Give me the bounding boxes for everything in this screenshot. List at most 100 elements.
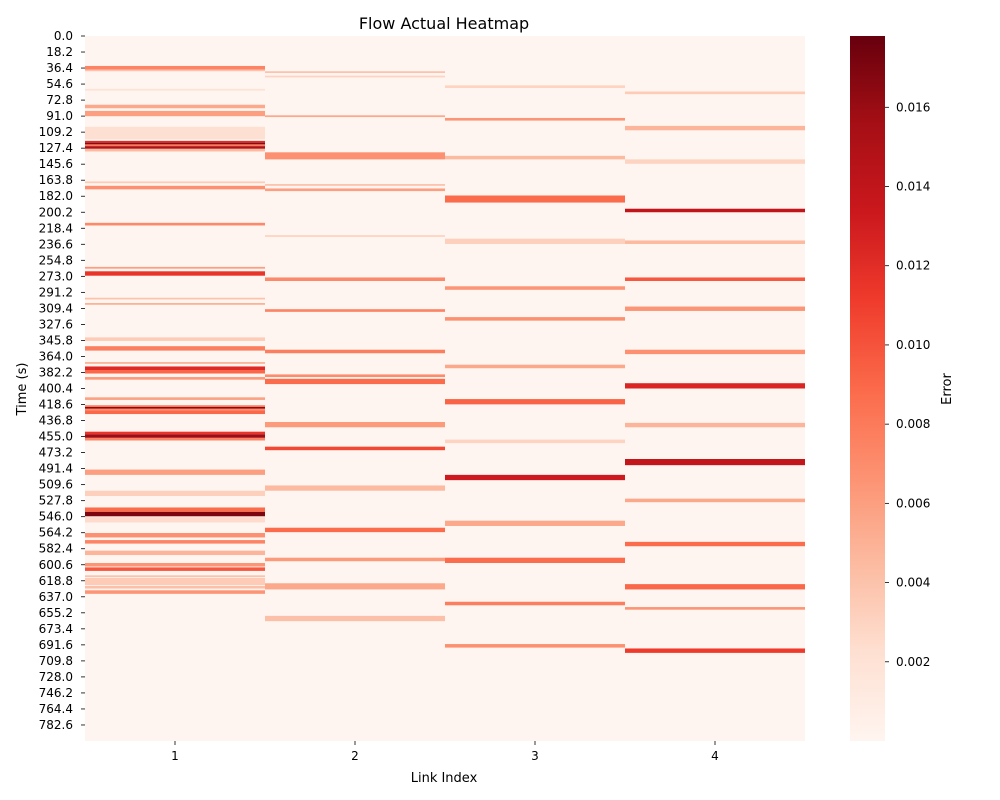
heatmap-cell <box>85 185 265 190</box>
heatmap-cell <box>265 557 445 562</box>
y-tick-label: 382.2 <box>39 365 73 379</box>
heatmap-cell <box>625 607 805 610</box>
colorbar-tick-label: 0.014 <box>896 180 930 194</box>
heatmap-cell <box>625 240 805 244</box>
heatmap-cell <box>265 583 445 590</box>
y-axis: 0.0 18.2 36.4 54.6 72.8 91.0 109.2 127.4 145.6 16… <box>39 29 85 732</box>
heatmap-cell <box>265 188 445 192</box>
heatmap-cell <box>265 309 445 312</box>
y-tick-label: 182.0 <box>39 189 73 203</box>
colorbar-tick-label: 0.008 <box>896 417 930 431</box>
y-tick-label: 582.4 <box>39 542 73 556</box>
y-tick-label: 455.0 <box>39 430 73 444</box>
colorbar-tick-label: 0.002 <box>896 655 930 669</box>
heatmap-cell <box>445 601 625 606</box>
y-tick-label: 691.6 <box>39 638 73 652</box>
heatmap-cell <box>85 346 265 351</box>
heatmap-cell <box>445 155 625 160</box>
x-tick-label: 1 <box>171 749 179 763</box>
heatmap-cell <box>85 366 265 370</box>
y-tick-label: 309.4 <box>39 301 73 315</box>
y-tick-label: 345.8 <box>39 333 73 347</box>
x-tick-label: 3 <box>531 749 539 763</box>
y-tick-label: 273.0 <box>39 269 73 283</box>
heatmap-cell <box>445 520 625 526</box>
heatmap-cell <box>85 397 265 400</box>
colorbar: 0.002 0.004 0.006 0.008 0.010 0.012 0.014 0.016 <box>850 36 930 741</box>
heatmap-cell <box>265 115 445 118</box>
heatmap-cell <box>625 91 805 95</box>
y-tick-label: 254.8 <box>39 253 73 267</box>
heatmap-cell <box>445 317 625 321</box>
x-tick-label: 2 <box>351 749 359 763</box>
y-tick-label: 436.8 <box>39 414 73 428</box>
heatmap-cell <box>85 144 265 147</box>
heatmap-cell <box>85 590 265 594</box>
heatmap-cell <box>445 286 625 290</box>
heatmap-cell <box>85 377 265 380</box>
y-tick-label: 618.8 <box>39 574 73 588</box>
heatmap-cell <box>85 140 265 143</box>
heatmap-cell <box>85 369 265 374</box>
y-tick-label: 72.8 <box>46 93 73 107</box>
heatmap-cell <box>445 195 625 203</box>
heatmap-cell <box>625 349 805 355</box>
y-tick-label: 127.4 <box>39 141 73 155</box>
y-tick-label: 546.0 <box>39 510 73 524</box>
plot-area <box>85 36 805 741</box>
heatmap-cell <box>625 422 805 428</box>
heatmap-cell <box>445 238 625 244</box>
heatmap-cell <box>85 405 265 408</box>
y-tick-label: 109.2 <box>39 125 73 139</box>
y-tick-label: 655.2 <box>39 606 73 620</box>
x-tick-label: 4 <box>711 749 719 763</box>
heatmap-cell <box>265 277 445 281</box>
y-tick-label: 400.4 <box>39 382 73 396</box>
y-tick-label: 764.4 <box>39 702 73 716</box>
heatmap-cell <box>85 126 265 140</box>
heatmap-cell <box>85 431 265 435</box>
colorbar-tick-label: 0.012 <box>896 259 930 273</box>
heatmap-cell <box>265 378 445 385</box>
heatmap-cell <box>625 125 805 131</box>
heatmap-cell <box>625 498 805 503</box>
heatmap-cell <box>445 474 625 481</box>
y-tick-label: 364.0 <box>39 349 73 363</box>
y-tick-label: 91.0 <box>46 109 73 123</box>
heatmap-cell <box>85 407 265 409</box>
y-tick-label: 637.0 <box>39 590 73 604</box>
heatmap-column-1 <box>85 65 265 594</box>
y-tick-label: 782.6 <box>39 718 73 732</box>
y-tick-label: 145.6 <box>39 157 73 171</box>
heatmap-cell <box>625 541 805 547</box>
heatmap-cell <box>85 148 265 152</box>
heatmap-cell <box>625 383 805 389</box>
heatmap-cell <box>85 266 265 269</box>
colorbar-tick-label: 0.016 <box>896 100 930 114</box>
y-tick-label: 473.2 <box>39 446 73 460</box>
heatmap-cell <box>85 567 265 571</box>
heatmap-cell <box>625 459 805 466</box>
heatmap-cell <box>625 159 805 164</box>
heatmap-cell <box>265 184 445 186</box>
heatmap-cell <box>85 303 265 305</box>
heatmap-cell <box>85 550 265 556</box>
heatmap-cell <box>625 277 805 281</box>
heatmap-column-3 <box>445 85 625 648</box>
y-tick-label: 673.4 <box>39 622 73 636</box>
colorbar-tick-label: 0.006 <box>896 496 930 510</box>
heatmap-cell <box>445 364 625 369</box>
y-tick-label: 491.4 <box>39 462 73 476</box>
y-tick-label: 18.2 <box>46 45 73 59</box>
heatmap-cell <box>85 585 265 589</box>
heatmap-cell <box>265 615 445 622</box>
colorbar-gradient <box>850 36 885 741</box>
heatmap-cell <box>445 399 625 405</box>
heatmap-cell <box>265 71 445 74</box>
heatmap-cell <box>625 306 805 311</box>
y-tick-label: 163.8 <box>39 173 73 187</box>
y-tick-label: 0.0 <box>54 29 73 43</box>
heatmap-cell <box>85 337 265 341</box>
y-tick-label: 218.4 <box>39 221 73 235</box>
